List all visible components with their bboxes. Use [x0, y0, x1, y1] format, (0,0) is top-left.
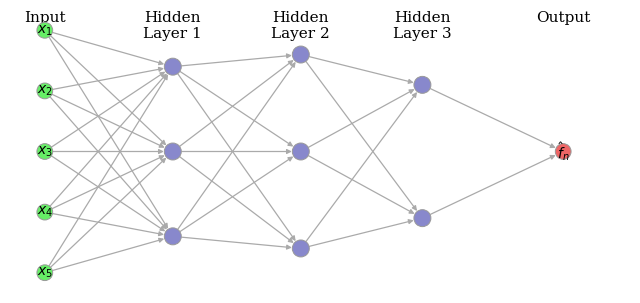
Ellipse shape	[37, 144, 52, 159]
Text: Hidden
Layer 1: Hidden Layer 1	[143, 11, 202, 41]
Ellipse shape	[292, 143, 309, 160]
Text: Hidden
Layer 2: Hidden Layer 2	[271, 11, 330, 41]
Text: Output: Output	[536, 11, 590, 25]
Text: $x_{1}$: $x_{1}$	[37, 23, 52, 38]
Text: Input: Input	[24, 11, 66, 25]
Text: Hidden
Layer 3: Hidden Layer 3	[393, 11, 452, 41]
Ellipse shape	[164, 58, 181, 75]
Ellipse shape	[164, 228, 181, 245]
Ellipse shape	[37, 22, 52, 38]
Text: $x_{3}$: $x_{3}$	[37, 144, 52, 159]
Ellipse shape	[556, 144, 571, 159]
Ellipse shape	[164, 143, 181, 160]
Ellipse shape	[37, 204, 52, 220]
Text: $x_{2}$: $x_{2}$	[37, 84, 52, 98]
Ellipse shape	[414, 210, 431, 227]
Ellipse shape	[292, 240, 309, 257]
Ellipse shape	[37, 265, 52, 281]
Ellipse shape	[414, 76, 431, 93]
Ellipse shape	[292, 46, 309, 63]
Text: $x_{5}$: $x_{5}$	[37, 265, 52, 280]
Ellipse shape	[37, 83, 52, 99]
Text: $x_{4}$: $x_{4}$	[36, 205, 53, 219]
Text: $\hat{f}_n$: $\hat{f}_n$	[557, 140, 570, 163]
